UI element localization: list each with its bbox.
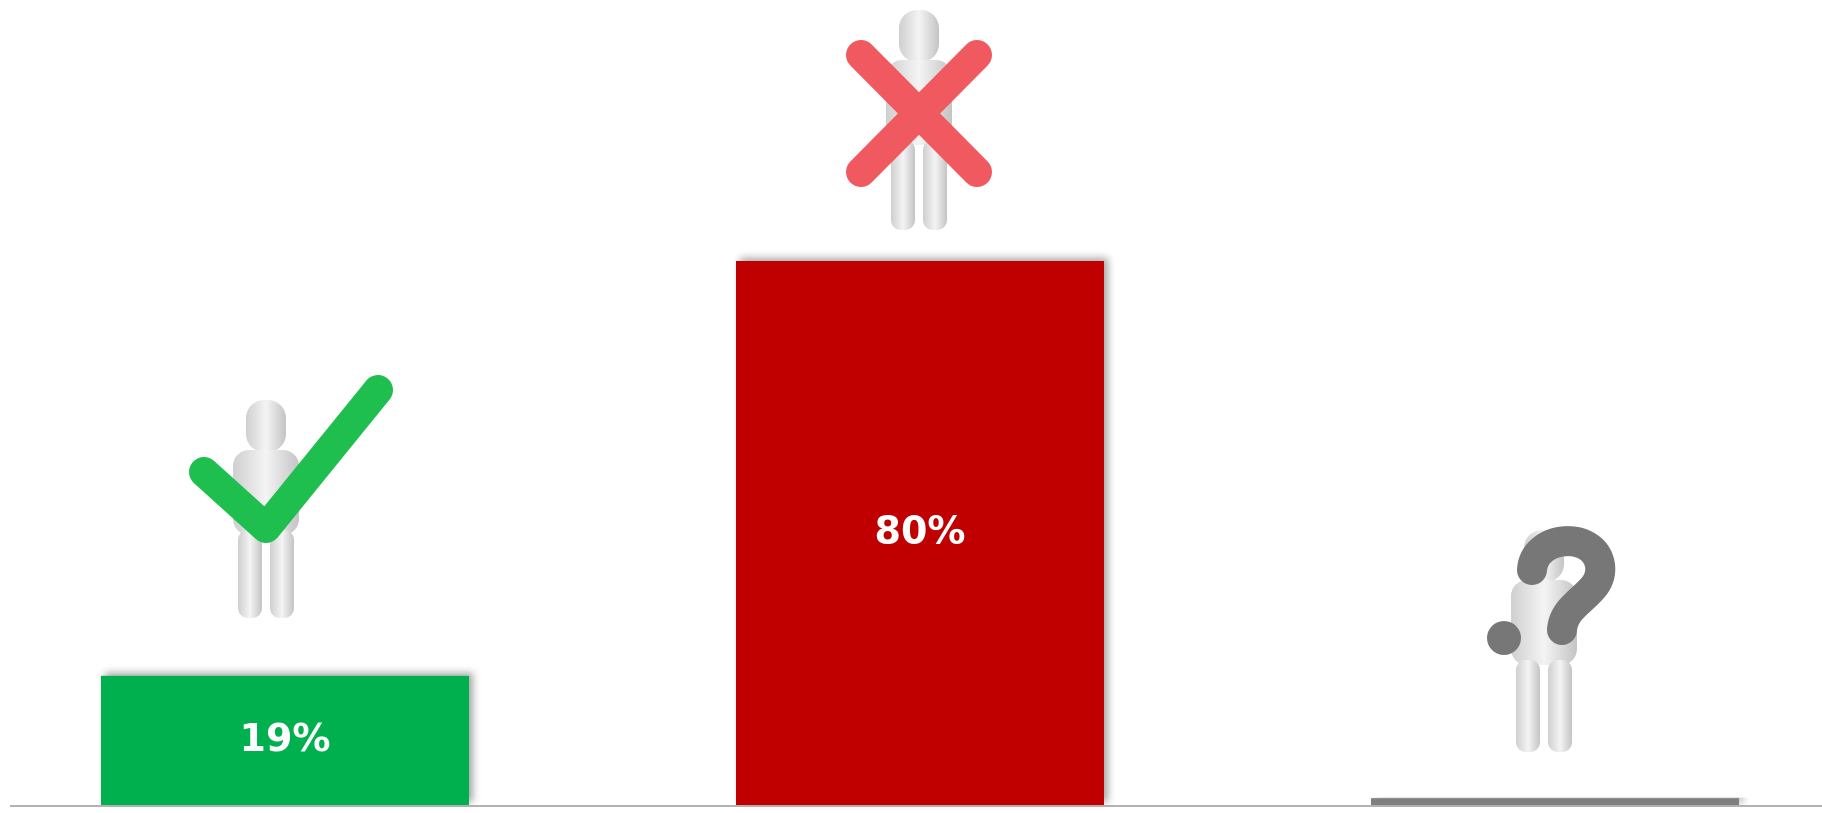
figure-check <box>204 390 378 618</box>
bar <box>1371 798 1739 805</box>
page: {"chart_data": {"type": "bar", "values":… <box>0 0 1822 813</box>
value-label: 19% <box>240 716 331 760</box>
figure-question <box>1487 530 1600 752</box>
bars: 19% 80% <box>101 261 1739 805</box>
value-label: 80% <box>875 509 966 553</box>
figure-cross <box>861 10 977 230</box>
chart: 19% 80% <box>0 0 1822 813</box>
